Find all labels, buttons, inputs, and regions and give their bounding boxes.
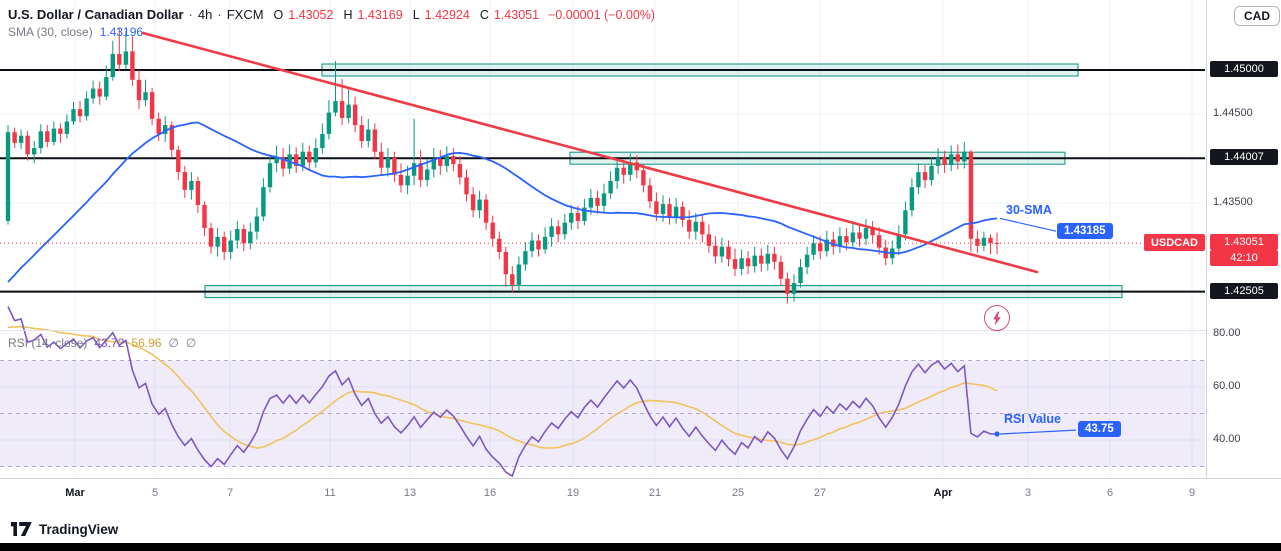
open-value: 1.43052 xyxy=(288,8,334,22)
rsi-indicator-row[interactable]: RSI (14, close) 43.72 56.96 ∅ ∅ xyxy=(8,336,196,350)
time-tick: Mar xyxy=(65,487,85,499)
time-tick: 6 xyxy=(1106,487,1114,499)
sma-indicator-label: SMA (30, close) xyxy=(8,25,93,39)
time-tick: 21 xyxy=(648,487,662,499)
time-tick: 3 xyxy=(1024,487,1032,499)
rsi-callout-line xyxy=(999,429,1077,435)
time-tick: Apr xyxy=(933,487,953,499)
level-price-badge: 1.45000 xyxy=(1210,61,1278,77)
rsi-line[interactable] xyxy=(7,306,997,478)
flash-event-icon[interactable] xyxy=(984,305,1010,331)
rsi-value: 43.72 xyxy=(94,336,125,350)
rsi-callout-text[interactable]: RSI Value xyxy=(1004,412,1061,426)
low-key: L xyxy=(412,8,420,22)
low-value: 1.42924 xyxy=(424,8,470,22)
currency-button[interactable]: CAD xyxy=(1234,6,1280,26)
bottom-bar xyxy=(0,543,1281,551)
chart-canvas[interactable] xyxy=(0,0,1206,478)
level-price-badge: 1.44007 xyxy=(1210,149,1278,166)
separator-dot: · xyxy=(188,7,193,22)
time-axis[interactable]: Mar 5 7 11 13 16 19 21 25 27 Apr 3 6 9 xyxy=(0,478,1281,512)
time-tick: 27 xyxy=(813,487,827,499)
rsi-tick: 40.00 xyxy=(1213,433,1241,445)
open-key: O xyxy=(273,8,284,22)
time-tick: 25 xyxy=(731,487,745,499)
rsi-tick: 60.00 xyxy=(1213,380,1241,392)
bar-countdown-badge: 42:10 xyxy=(1210,250,1278,267)
sma-indicator-row[interactable]: SMA (30, close) 1.43196 xyxy=(8,25,143,39)
time-tick: 5 xyxy=(151,487,159,499)
tradingview-watermark[interactable]: TradingView xyxy=(10,521,118,537)
candlesticks xyxy=(5,28,1000,304)
rsi-ma-value: 56.96 xyxy=(131,336,162,350)
sma-indicator-value: 1.43196 xyxy=(99,25,144,39)
price-axis[interactable]: CAD 1.43051 42:10 1.44500 1.43500 1.45000 1… xyxy=(1206,0,1281,478)
tradingview-logo xyxy=(11,522,32,536)
sma-value-label[interactable]: 1.43185 xyxy=(1057,223,1113,240)
close-value: 1.43051 xyxy=(493,8,540,22)
price-tick: 1.44500 xyxy=(1213,107,1253,120)
time-tick: 11 xyxy=(324,487,336,499)
sma-callout-text[interactable]: 30-SMA xyxy=(1006,203,1052,217)
time-tick: 7 xyxy=(226,487,234,499)
pane-separator[interactable] xyxy=(0,330,1281,331)
change-value: −0.00001 (−0.00%) xyxy=(548,8,656,22)
sma-callout-line xyxy=(999,217,1057,232)
time-tick: 19 xyxy=(566,487,580,499)
time-tick: 16 xyxy=(483,487,497,499)
sma-line[interactable] xyxy=(7,121,998,283)
separator-dot: · xyxy=(217,7,222,22)
high-value: 1.43169 xyxy=(357,8,403,22)
rsi-tick: 80.00 xyxy=(1213,327,1241,339)
level-price-badge: 1.42505 xyxy=(1210,282,1278,299)
descending-trendline[interactable] xyxy=(141,31,1039,274)
high-key: H xyxy=(343,8,353,22)
close-key: C xyxy=(479,8,489,22)
exchange-label[interactable]: FXCM xyxy=(226,7,264,22)
rsi-band xyxy=(0,360,1205,467)
interval-label[interactable]: 4h xyxy=(197,7,213,22)
rsi-hidden-plot: ∅ xyxy=(168,336,179,350)
symbol-price-badge: USDCAD xyxy=(1143,234,1205,252)
tradingview-brand-text: TradingView xyxy=(39,521,119,537)
symbol-header: U.S. Dollar / Canadian Dollar · 4h · FXC… xyxy=(8,7,655,22)
rsi-ma-line[interactable] xyxy=(7,325,998,449)
rsi-end-dot xyxy=(994,431,1000,437)
last-price-badge: 1.43051 xyxy=(1210,234,1278,251)
price-tick: 1.43500 xyxy=(1213,196,1253,209)
symbol-title[interactable]: U.S. Dollar / Canadian Dollar xyxy=(8,7,184,22)
time-tick: 13 xyxy=(403,487,417,499)
rsi-value-label[interactable]: 43.75 xyxy=(1078,421,1121,438)
horizontal-levels[interactable] xyxy=(0,69,1205,293)
lightning-bolt-icon xyxy=(993,311,1001,325)
rsi-hidden-plot: ∅ xyxy=(185,336,197,350)
time-tick: 9 xyxy=(1188,487,1196,499)
rsi-indicator-label: RSI (14, close) xyxy=(8,336,88,350)
